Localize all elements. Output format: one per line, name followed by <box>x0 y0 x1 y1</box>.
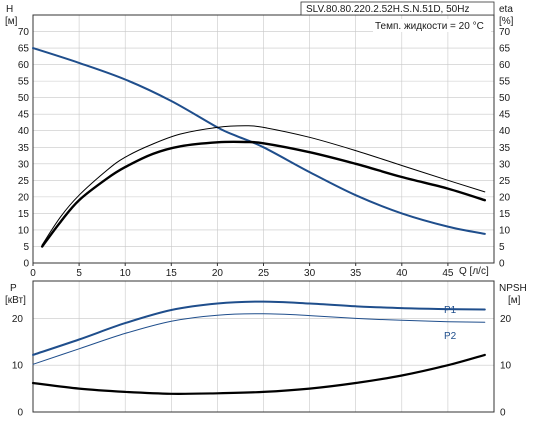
efficiency-tick-label: 55 <box>499 77 511 88</box>
flow-tick-label: 10 <box>120 268 132 279</box>
efficiency-axis-label: eta <box>499 4 513 15</box>
flow-axis-label: Q [л/с] <box>459 266 489 277</box>
flow-tick-label: 5 <box>76 268 82 279</box>
npsh-curve <box>31 353 486 395</box>
power-axis-label: P <box>10 283 17 294</box>
head-ticks: 0 5 10 15 20 25 30 35 40 45 50 55 60 65 70 <box>18 27 30 269</box>
power-tick-label: 20 <box>12 314 24 325</box>
head-tick-label: 55 <box>18 77 30 88</box>
efficiency-tick-label: 25 <box>499 176 511 187</box>
npsh-axis-unit: [м] <box>508 295 521 306</box>
power-npsh-plot-frame <box>32 280 495 413</box>
head-efficiency-curves <box>32 47 486 248</box>
head-efficiency-grid <box>32 15 494 264</box>
head-tick-label: 0 <box>23 259 29 270</box>
flow-tick-label: 25 <box>258 268 270 279</box>
flow-tick-label: 35 <box>350 268 362 279</box>
npsh-tick-label: 0 <box>500 408 506 419</box>
p1-curve <box>32 300 486 356</box>
efficiency-ticks: 0 5 10 15 20 25 30 35 40 45 50 55 60 65 70 <box>499 27 511 269</box>
efficiency-tick-label: 50 <box>499 93 511 104</box>
power-npsh-panel: 0 10 20 0 10 20 P [кВт] NPSH [м] P1 P2 <box>5 280 527 419</box>
flow-tick-label: 40 <box>396 268 408 279</box>
annotation-background <box>373 19 491 32</box>
eta-curve <box>41 125 486 246</box>
efficiency-tick-label: 65 <box>499 44 511 55</box>
chart-title: SLV.80.80.220.2.52H.S.N.51D, 50Hz <box>306 4 469 15</box>
efficiency-tick-label: 0 <box>499 259 505 270</box>
head-axis-label: H <box>6 4 13 15</box>
head-tick-label: 10 <box>18 225 30 236</box>
flow-ticks: 0 5 10 15 20 25 30 35 40 45 <box>30 263 454 279</box>
head-tick-label: 40 <box>18 126 30 137</box>
efficiency-tick-label: 70 <box>499 27 511 38</box>
p1-series-label: P1 <box>444 305 457 316</box>
flow-tick-label: 0 <box>30 268 36 279</box>
efficiency-tick-label: 5 <box>499 242 505 253</box>
power-ticks: 0 10 20 <box>12 314 24 419</box>
efficiency-axis-unit: [%] <box>499 16 514 27</box>
efficiency-tick-label: 30 <box>499 159 511 170</box>
power-tick-label: 0 <box>17 408 23 419</box>
head-tick-label: 50 <box>18 93 30 104</box>
p2-series-label: P2 <box>444 331 457 342</box>
flow-tick-label: 20 <box>212 268 224 279</box>
head-tick-label: 15 <box>18 209 30 220</box>
flow-tick-label: 30 <box>304 268 316 279</box>
efficiency-tick-label: 20 <box>499 192 511 203</box>
power-npsh-curves <box>31 300 486 395</box>
efficiency-tick-label: 45 <box>499 110 511 121</box>
title-box <box>300 1 495 16</box>
efficiency-tick-label: 60 <box>499 60 511 71</box>
efficiency-tick-label: 40 <box>499 126 511 137</box>
head-tick-label: 65 <box>18 44 30 55</box>
h-curve <box>32 47 486 235</box>
head-tick-label: 60 <box>18 60 30 71</box>
head-tick-label: 70 <box>18 27 30 38</box>
power-axis-unit: [кВт] <box>5 295 26 306</box>
fluid-temperature-note: Темп. жидкости = 20 °C <box>375 21 484 32</box>
npsh-axis-label: NPSH <box>499 283 527 294</box>
head-tick-label: 20 <box>18 192 30 203</box>
npsh-ticks: 0 10 20 <box>500 314 512 419</box>
flow-tick-label: 45 <box>442 268 454 279</box>
efficiency-tick-label: 10 <box>499 225 511 236</box>
flow-tick-label: 15 <box>166 268 178 279</box>
head-tick-label: 5 <box>23 242 29 253</box>
flow-label-background <box>455 264 495 277</box>
head-tick-label: 45 <box>18 110 30 121</box>
npsh-tick-label: 10 <box>500 361 512 372</box>
eta-p-curve <box>41 140 486 248</box>
npsh-tick-label: 20 <box>500 314 512 325</box>
head-tick-label: 30 <box>18 159 30 170</box>
head-tick-label: 25 <box>18 176 30 187</box>
efficiency-tick-label: 15 <box>499 209 511 220</box>
p2-curve <box>32 313 486 365</box>
power-tick-label: 10 <box>12 361 24 372</box>
efficiency-tick-label: 35 <box>499 143 511 154</box>
head-tick-label: 35 <box>18 143 30 154</box>
head-axis-unit: [м] <box>5 16 18 27</box>
